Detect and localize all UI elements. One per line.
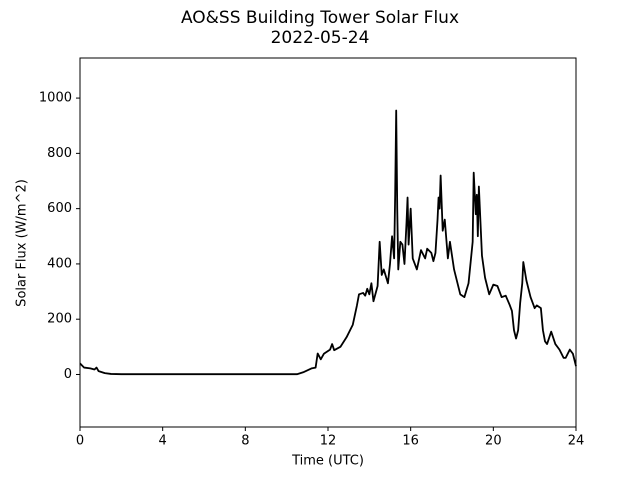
y-tick-label: 1000 xyxy=(39,91,72,106)
y-tick-label: 0 xyxy=(64,367,72,382)
x-tick-label: 24 xyxy=(568,434,585,449)
data-line xyxy=(79,109,577,376)
y-tick-label: 600 xyxy=(47,201,72,216)
chart-subtitle: 2022-05-24 xyxy=(271,28,370,48)
y-tick-label: 200 xyxy=(47,312,72,327)
x-tick-label: 12 xyxy=(320,434,337,449)
y-tick-label: 800 xyxy=(47,146,72,161)
x-tick-label: 20 xyxy=(485,434,502,449)
x-tick-label: 16 xyxy=(402,434,419,449)
x-tick-label: 8 xyxy=(241,434,249,449)
x-tick-label: 0 xyxy=(76,434,84,449)
chart-title: AO&SS Building Tower Solar Flux xyxy=(181,8,459,28)
y-tick-label: 400 xyxy=(47,256,72,271)
plot-frame xyxy=(79,57,577,428)
y-axis-label: Solar Flux (W/m^2) xyxy=(15,179,30,307)
x-axis-label: Time (UTC) xyxy=(291,454,364,469)
x-tick-label: 4 xyxy=(159,434,167,449)
